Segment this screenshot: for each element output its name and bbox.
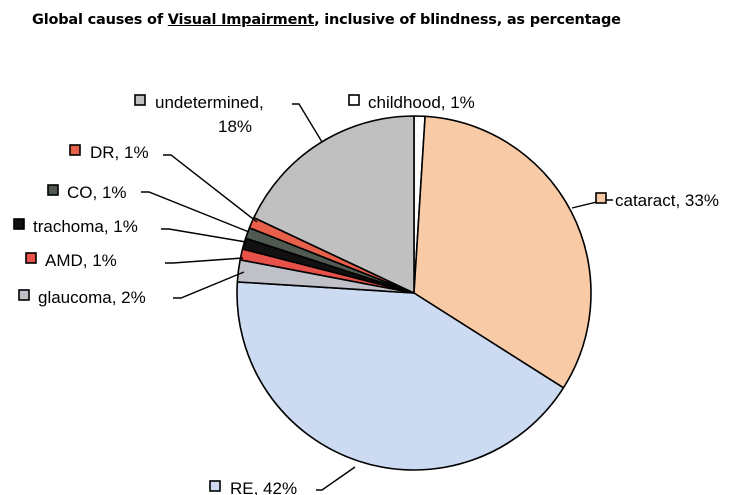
- leader-line-2: [316, 466, 356, 491]
- legend-swatch-8: [134, 94, 146, 106]
- pie-slice-1: [413, 115, 592, 389]
- slice-label-5: trachoma, 1%: [33, 217, 138, 236]
- leader-line-8: [292, 103, 323, 143]
- leader-line-3: [173, 271, 245, 299]
- legend-swatch-1: [595, 192, 607, 204]
- chart-title-part-2: Visual Impairment: [167, 12, 315, 28]
- slice-label-8-line2: 18%: [218, 117, 252, 136]
- slice-labels: childhood, 1% cataract, 33% RE, 42% glaucom…: [13, 93, 719, 495]
- slice-label-2: RE, 42%: [230, 479, 297, 495]
- legend-swatch-2: [209, 480, 221, 492]
- slice-label-7: DR, 1%: [90, 143, 149, 162]
- slice-label-0: childhood, 1%: [368, 93, 475, 112]
- legend-swatch-0: [348, 94, 360, 106]
- chart-title-part-1: Global causes of: [32, 12, 168, 28]
- pie-slice-2: [236, 281, 565, 471]
- slice-label-3: glaucoma, 2%: [38, 288, 146, 307]
- slice-label-4: AMD, 1%: [45, 251, 117, 270]
- leader-line-5: [161, 228, 247, 243]
- chart-title-part-3: , inclusive of blindness, as percentage: [314, 12, 621, 28]
- leader-line-4: [165, 257, 244, 264]
- legend-swatch-3: [18, 289, 30, 301]
- legend-swatch-6: [47, 184, 59, 196]
- pie-slices: [236, 115, 592, 471]
- pie-slice-8: [253, 115, 415, 294]
- legend-swatch-4: [25, 252, 37, 264]
- slice-label-6: CO, 1%: [67, 183, 127, 202]
- leader-lines: [141, 103, 613, 491]
- leader-line-1: [571, 199, 613, 209]
- legend-swatch-7: [69, 144, 81, 156]
- legend-swatch-5: [13, 218, 25, 230]
- chart-title: Global causes of Visual Impairment, incl…: [32, 12, 621, 28]
- leader-line-7: [163, 154, 258, 223]
- leader-line-6: [141, 191, 250, 233]
- slice-label-8-line1: undetermined,: [155, 93, 264, 112]
- slice-label-1: cataract, 33%: [615, 191, 719, 210]
